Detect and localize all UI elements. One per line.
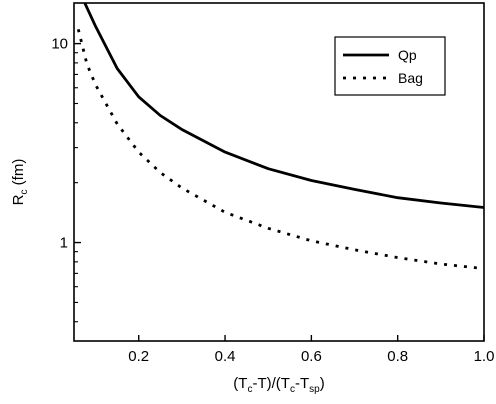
- x-tick-label: 0.4: [215, 348, 236, 365]
- y-tick-label: 10: [51, 36, 68, 53]
- y-tick-label: 1: [60, 235, 68, 252]
- axis-ticks: 0.2 0.4 0.6 0.8 1.0 1 10: [51, 36, 494, 365]
- y-axis-title: Rc (fm): [10, 159, 30, 206]
- x-axis-title-sub: sp: [309, 384, 320, 395]
- x-tick-label: 1.0: [474, 348, 495, 365]
- legend-label-bag: Bag: [398, 70, 423, 86]
- legend-label-qp: Qp: [398, 47, 417, 63]
- y-axis-title-sub: c: [19, 189, 30, 194]
- series-lines: [76, 3, 484, 270]
- x-axis-title-part: -T)/(T: [252, 375, 289, 392]
- x-axis-title-sub: c: [290, 384, 295, 395]
- plot-frame: [73, 2, 485, 342]
- legend-box: [334, 36, 446, 96]
- y-axis-title-part: R: [10, 194, 27, 205]
- series-line-qp: [83, 3, 484, 209]
- x-axis-title-sub: c: [247, 384, 252, 395]
- x-axis-title-part: ): [320, 375, 325, 392]
- x-tick-label: 0.2: [128, 348, 149, 365]
- x-axis-title: (Tc-T)/(Tc-Tsp): [233, 375, 324, 395]
- x-axis-title-part: (T: [233, 375, 247, 392]
- y-axis-title-part: (fm): [10, 159, 27, 190]
- legend: Qp Bag: [334, 36, 446, 96]
- x-axis-title-part: -T: [295, 375, 309, 392]
- x-tick-label: 0.6: [301, 348, 322, 365]
- x-tick-label: 0.8: [387, 348, 408, 365]
